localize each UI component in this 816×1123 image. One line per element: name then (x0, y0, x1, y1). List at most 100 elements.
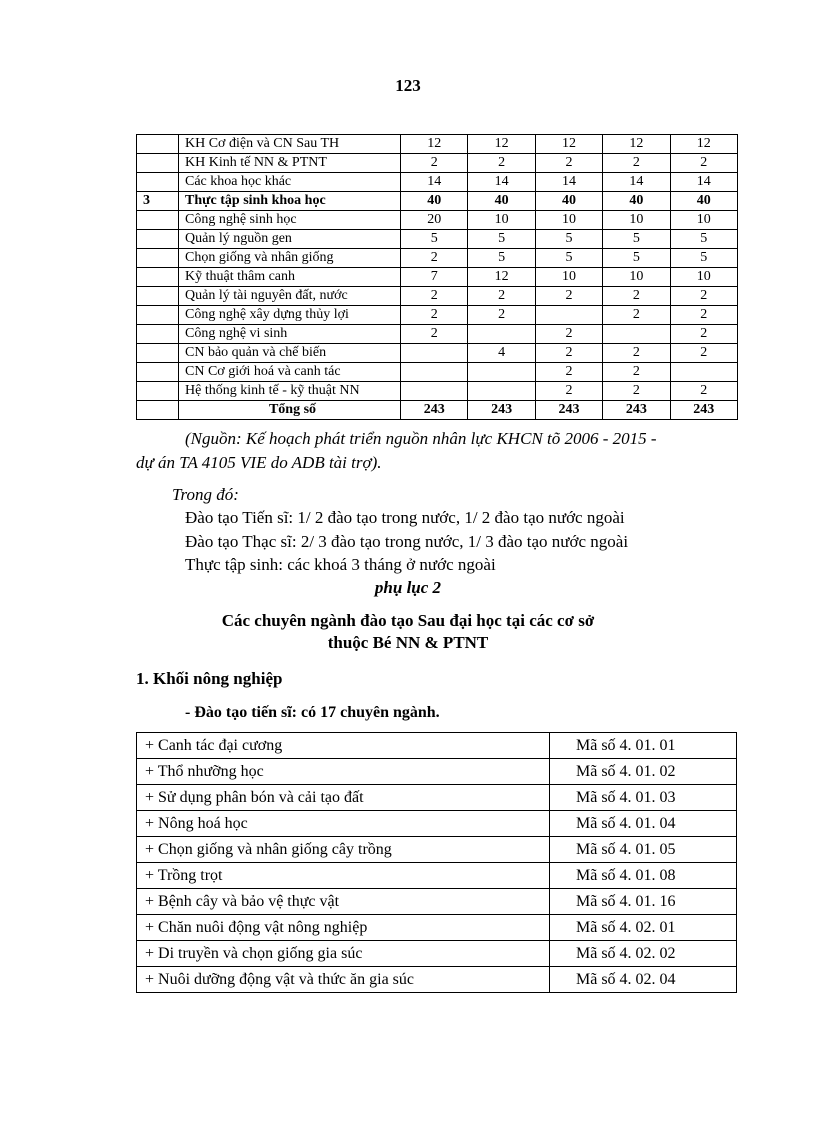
total-label: Tổng số (178, 400, 401, 420)
row-value: 7 (399, 267, 469, 287)
specialization-code: Mã số 4. 01. 02 (549, 758, 737, 785)
row-name: KH Kinh tế NN & PTNT (178, 153, 401, 173)
row-value: 2 (669, 324, 739, 344)
table-row: + Chọn giống và nhân giống cây trồng Mã s… (136, 836, 737, 863)
note-phd: Đào tạo Tiến sĩ: 1/ 2 đào tạo trong nước… (185, 508, 625, 527)
row-value: 2 (669, 153, 739, 173)
table-row: + Trồng trọt Mã số 4. 01. 08 (136, 862, 737, 889)
specialization-name: + Chăn nuôi động vật nông nghiệp (136, 914, 550, 941)
row-number (136, 286, 179, 306)
specialization-name: + Bệnh cây và bảo vệ thực vật (136, 888, 550, 915)
row-value: 10 (602, 267, 671, 287)
row-value: 14 (534, 172, 604, 192)
table-row: KH Kinh tế NN & PTNT 2 2 2 2 2 (136, 153, 739, 173)
table-row: CN Cơ giới hoá và canh tác 2 2 (136, 362, 739, 382)
row-name: Công nghệ sinh học (178, 210, 401, 230)
table-row: + Nuôi dưỡng động vật và thức ăn gia súc… (136, 966, 737, 993)
row-value: 2 (467, 286, 536, 306)
specialization-code: Mã số 4. 02. 01 (549, 914, 737, 941)
table-row: Quản lý tài nguyên đất, nước 2 2 2 2 2 (136, 286, 739, 306)
row-value: 12 (602, 134, 671, 154)
row-name: Hệ thống kinh tế - kỹ thuật NN (178, 381, 401, 401)
row-name: Chọn giống và nhân giống (178, 248, 401, 268)
row-value: 10 (534, 267, 604, 287)
row-number (136, 153, 179, 173)
row-value: 2 (669, 381, 739, 401)
appendix-title-line2: thuộc Bé NN & PTNT (327, 633, 489, 652)
row-value (669, 362, 739, 382)
row-value: 12 (534, 134, 604, 154)
row-value: 2 (534, 324, 604, 344)
table-row: KH Cơ điện và CN Sau TH 12 12 12 12 12 (136, 134, 739, 154)
appendix-title-line1: Các chuyên ngành đào tạo Sau đại học tại… (221, 611, 595, 630)
row-name: KH Cơ điện và CN Sau TH (178, 134, 401, 154)
row-name: Công nghệ xây dựng thủy lợi (178, 305, 401, 325)
table-row: Công nghệ xây dựng thủy lợi 2 2 2 2 (136, 305, 739, 325)
row-value: 10 (467, 210, 536, 230)
total-value: 243 (467, 400, 536, 420)
total-value: 243 (534, 400, 604, 420)
specialization-code: Mã số 4. 01. 04 (549, 810, 737, 837)
row-number (136, 267, 179, 287)
row-number (136, 210, 179, 230)
total-value: 243 (399, 400, 469, 420)
specialization-code: Mã số 4. 01. 08 (549, 862, 737, 889)
row-value: 20 (399, 210, 469, 230)
row-value (399, 343, 469, 363)
row-value: 12 (399, 134, 469, 154)
note-interns: Thực tập sinh: các khoá 3 tháng ở nước n… (185, 555, 496, 574)
row-value: 14 (602, 172, 671, 192)
row-value: 2 (399, 286, 469, 306)
note-masters: Đào tạo Thạc sĩ: 2/ 3 đào tạo trong nước… (185, 532, 629, 551)
row-number: 3 (136, 191, 179, 211)
table-row: + Di truyền và chọn giống gia súc Mã số 4… (136, 940, 737, 967)
row-number (136, 229, 179, 249)
row-value: 2 (399, 305, 469, 325)
row-value (399, 362, 469, 382)
table-row: Công nghệ sinh học 20 10 10 10 10 (136, 210, 739, 230)
row-value: 2 (602, 381, 671, 401)
row-value (534, 305, 604, 325)
row-name: Công nghệ vi sinh (178, 324, 401, 344)
row-value: 5 (602, 229, 671, 249)
page-number: 123 (395, 76, 421, 95)
row-number (136, 172, 179, 192)
row-value (399, 381, 469, 401)
row-value: 2 (602, 305, 671, 325)
row-value: 2 (399, 248, 469, 268)
row-value: 5 (534, 229, 604, 249)
row-value: 2 (669, 305, 739, 325)
row-value: 10 (669, 267, 739, 287)
specialization-name: + Trồng trọt (136, 862, 550, 889)
row-name: Quản lý nguồn gen (178, 229, 401, 249)
row-value: 40 (467, 191, 536, 211)
row-value: 5 (669, 248, 739, 268)
table-row: + Nông hoá học Mã số 4. 01. 04 (136, 810, 737, 837)
section-heading: 1. Khối nông nghiệp (136, 669, 283, 688)
row-value: 40 (602, 191, 671, 211)
specialization-code: Mã số 4. 01. 16 (549, 888, 737, 915)
row-value: 10 (534, 210, 604, 230)
specialization-table: + Canh tác đại cương Mã số 4. 01. 01 + Thổ… (136, 732, 737, 993)
table-row: Chọn giống và nhân giống 2 5 5 5 5 (136, 248, 739, 268)
row-value: 40 (399, 191, 469, 211)
row-name: Thực tập sinh khoa học (178, 191, 401, 211)
row-name: CN Cơ giới hoá và canh tác (178, 362, 401, 382)
row-value: 12 (467, 267, 536, 287)
row-value: 5 (399, 229, 469, 249)
table-row: 3 Thực tập sinh khoa học 40 40 40 40 40 (136, 191, 739, 211)
row-name: Các khoa học khác (178, 172, 401, 192)
row-value: 2 (534, 153, 604, 173)
row-value: 2 (534, 381, 604, 401)
table-row: + Bệnh cây và bảo vệ thực vật Mã số 4. 01… (136, 888, 737, 915)
row-number (136, 305, 179, 325)
row-value: 5 (534, 248, 604, 268)
source-note-line1: (Nguồn: Kế hoạch phát triển nguồn nhân l… (185, 429, 657, 448)
row-number (136, 343, 179, 363)
row-value: 14 (399, 172, 469, 192)
row-value: 2 (602, 343, 671, 363)
row-value: 2 (534, 362, 604, 382)
specialization-name: + Chọn giống và nhân giống cây trồng (136, 836, 550, 863)
row-value (467, 362, 536, 382)
row-value: 2 (669, 343, 739, 363)
